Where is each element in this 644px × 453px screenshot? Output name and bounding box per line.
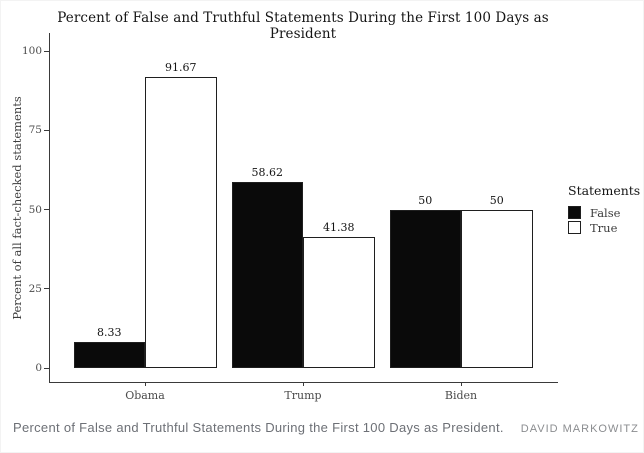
legend-title: Statements (568, 183, 641, 198)
chart-title: Percent of False and Truthful Statements… (57, 10, 549, 42)
bar-true-trump (303, 236, 375, 368)
bar-value-label: 91.67 (165, 61, 197, 75)
y-tick-mark (44, 288, 50, 290)
legend-label-true: True (590, 220, 618, 235)
false-swatch-icon (568, 206, 581, 219)
bar-value-label: 41.38 (323, 220, 355, 234)
bar-false-obama (73, 341, 145, 368)
bar-value-label: 50 (418, 193, 433, 207)
y-tick-label: 0 (35, 362, 42, 374)
legend-item-false: False (568, 205, 640, 220)
x-tick-mark (302, 382, 304, 386)
caption-credit: DAVID MARKOWITZ (520, 423, 639, 435)
y-tick-label: 25 (28, 282, 42, 295)
bar-value-label: 8.33 (97, 325, 122, 339)
bar-false-biden (389, 209, 461, 368)
bar-value-label: 50 (489, 193, 504, 207)
caption-text: Percent of False and Truthful Statements… (13, 420, 504, 435)
bar-true-obama (145, 77, 217, 368)
legend: Statements False True (568, 183, 640, 235)
bar-false-trump (231, 182, 303, 368)
bar-value-label: 58.62 (251, 166, 284, 180)
y-tick-mark (44, 50, 50, 52)
x-tick-label: Trump (284, 389, 322, 402)
x-tick-mark (460, 382, 462, 386)
true-swatch-icon (568, 221, 581, 234)
legend-label-false: False (590, 205, 621, 220)
bar-true-biden (461, 209, 533, 368)
x-tick-mark (144, 382, 146, 386)
x-tick-label: Biden (444, 389, 478, 402)
y-tick-label: 100 (21, 45, 42, 57)
y-tick-label: 50 (28, 203, 42, 216)
y-tick-mark (44, 209, 50, 210)
plot-panel: 0 25 50 75 100 Obama Trump Biden 8.33 58.62 50 91.6… (22, 33, 558, 402)
y-tick-mark (44, 129, 50, 131)
legend-item-true: True (568, 220, 640, 235)
x-tick-label: Obama (125, 389, 165, 402)
y-tick-label: 75 (28, 124, 42, 137)
y-tick-mark (44, 367, 50, 369)
caption-bar: Percent of False and Truthful Statements… (13, 419, 638, 437)
